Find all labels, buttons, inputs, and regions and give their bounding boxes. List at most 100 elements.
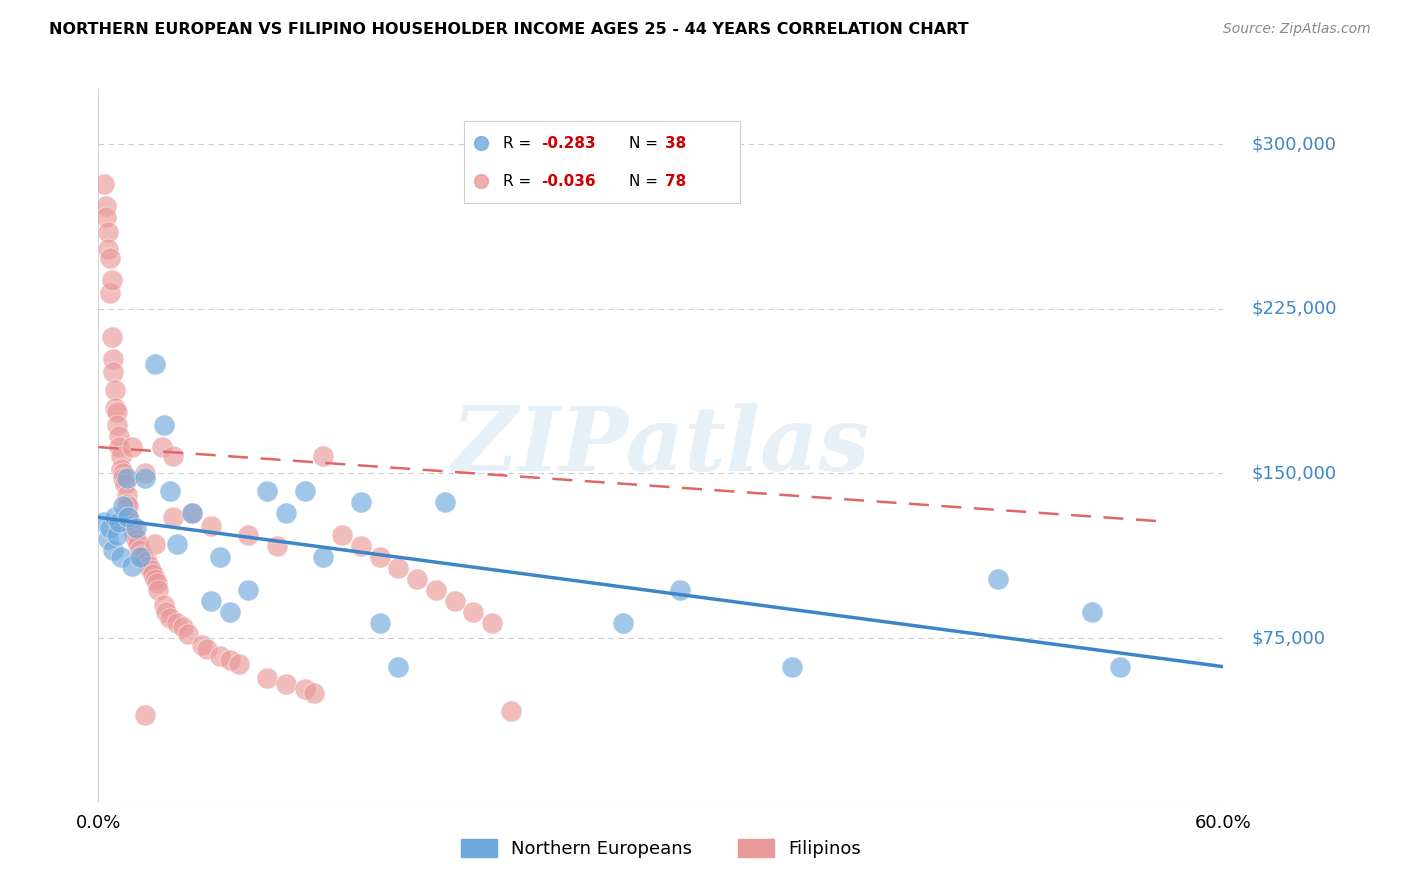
- Point: [98, 521, 121, 535]
- Point: [145, 576, 167, 591]
- Point: [312, 549, 335, 564]
- Point: [200, 519, 222, 533]
- Point: [266, 539, 288, 553]
- Point: [166, 615, 188, 630]
- Point: [97, 243, 120, 257]
- Point: [94, 198, 117, 212]
- Point: [256, 671, 278, 685]
- Point: [368, 615, 391, 630]
- Point: [150, 440, 173, 454]
- Point: [181, 506, 204, 520]
- Point: [125, 533, 148, 547]
- Point: [209, 549, 232, 564]
- Point: [274, 677, 297, 691]
- Point: [100, 330, 122, 344]
- Point: [195, 642, 218, 657]
- Point: [139, 563, 162, 577]
- Point: [434, 495, 457, 509]
- Point: [294, 483, 316, 498]
- Point: [115, 488, 138, 502]
- Point: [104, 383, 127, 397]
- Text: NORTHERN EUROPEAN VS FILIPINO HOUSEHOLDER INCOME AGES 25 - 44 YEARS CORRELATION : NORTHERN EUROPEAN VS FILIPINO HOUSEHOLDE…: [49, 22, 969, 37]
- Point: [117, 510, 139, 524]
- Point: [159, 611, 181, 625]
- Point: [209, 648, 232, 663]
- Text: R =: R =: [502, 174, 536, 189]
- Point: [470, 136, 492, 151]
- Text: N =: N =: [630, 174, 664, 189]
- Point: [103, 366, 125, 380]
- Point: [190, 638, 212, 652]
- Point: [105, 418, 128, 433]
- Point: [138, 558, 160, 573]
- Point: [125, 521, 148, 535]
- Point: [97, 533, 120, 547]
- Legend: Northern Europeans, Filipinos: Northern Europeans, Filipinos: [454, 831, 868, 865]
- Point: [121, 519, 143, 533]
- Point: [350, 539, 373, 553]
- Point: [142, 567, 165, 582]
- Point: [136, 554, 159, 568]
- Point: [114, 477, 136, 491]
- Point: [103, 352, 125, 367]
- Point: [470, 174, 492, 188]
- Point: [228, 657, 250, 672]
- Point: [256, 483, 278, 498]
- Point: [148, 582, 170, 597]
- Point: [181, 506, 204, 520]
- Point: [93, 515, 115, 529]
- Point: [200, 594, 222, 608]
- Point: [132, 549, 155, 564]
- Text: N =: N =: [630, 136, 664, 151]
- Point: [111, 500, 134, 514]
- Point: [780, 659, 803, 673]
- Point: [128, 549, 150, 564]
- Point: [110, 549, 132, 564]
- Point: [93, 177, 115, 191]
- Text: $300,000: $300,000: [1251, 135, 1336, 153]
- Point: [108, 515, 131, 529]
- Point: [131, 548, 153, 562]
- Point: [117, 510, 139, 524]
- Point: [987, 572, 1010, 586]
- Point: [368, 549, 391, 564]
- Text: 38: 38: [665, 136, 686, 151]
- Point: [108, 429, 131, 443]
- Text: -0.036: -0.036: [541, 174, 596, 189]
- Point: [387, 659, 409, 673]
- Point: [481, 615, 503, 630]
- Point: [238, 582, 260, 597]
- Point: [104, 401, 127, 415]
- Point: [115, 471, 138, 485]
- Point: [128, 543, 150, 558]
- Point: [108, 440, 131, 454]
- Text: 78: 78: [665, 174, 686, 189]
- Text: ZIPatlas: ZIPatlas: [453, 403, 869, 489]
- Point: [134, 467, 156, 481]
- Point: [143, 357, 166, 371]
- Point: [1081, 605, 1104, 619]
- Point: [312, 449, 335, 463]
- Text: $225,000: $225,000: [1251, 300, 1337, 318]
- Text: $75,000: $75,000: [1251, 629, 1326, 647]
- Point: [177, 626, 200, 640]
- Text: R =: R =: [502, 136, 536, 151]
- Point: [166, 537, 188, 551]
- Point: [105, 528, 128, 542]
- Point: [134, 471, 156, 485]
- Point: [499, 704, 522, 718]
- Point: [127, 537, 149, 551]
- Point: [110, 462, 132, 476]
- Point: [122, 528, 145, 542]
- Point: [218, 605, 240, 619]
- Point: [120, 515, 142, 529]
- Point: [94, 210, 117, 224]
- Point: [162, 449, 184, 463]
- Point: [162, 510, 184, 524]
- Point: [668, 582, 690, 597]
- Point: [172, 620, 194, 634]
- Point: [159, 483, 181, 498]
- Point: [238, 528, 260, 542]
- Point: [98, 252, 121, 266]
- Point: [103, 543, 125, 558]
